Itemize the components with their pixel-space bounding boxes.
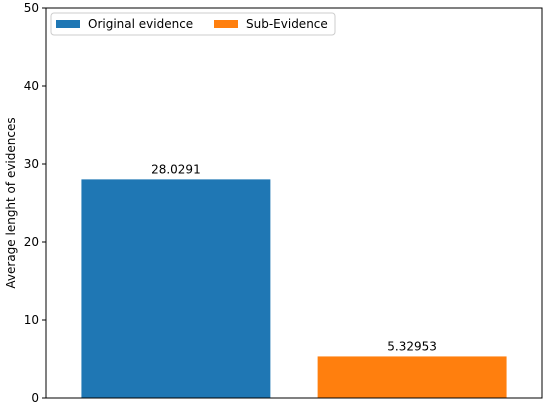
y-tick-label: 40 — [24, 79, 39, 93]
plot-frame — [45, 7, 543, 399]
legend-label-2: Sub-Evidence — [246, 17, 328, 31]
y-tick-label: 10 — [24, 313, 39, 327]
legend-swatch-1 — [56, 20, 80, 28]
legend-label-1: Original evidence — [88, 17, 193, 31]
bar-1 — [81, 179, 271, 398]
plot-area: 28.0291 5.32953 0 10 20 30 40 50 — [24, 1, 543, 405]
y-tick-label: 0 — [31, 391, 39, 405]
bar-value-label-1: 28.0291 — [151, 162, 201, 176]
y-tick-label: 30 — [24, 157, 39, 171]
legend-box — [50, 12, 336, 36]
y-tick-label: 50 — [24, 1, 39, 15]
bar-value-label-2: 5.32953 — [387, 339, 437, 353]
legend: Original evidence Sub-Evidence — [50, 12, 336, 36]
y-tick-label: 20 — [24, 235, 39, 249]
bar-2 — [317, 356, 507, 398]
y-axis-label: Average lenght of evidences — [4, 117, 18, 288]
legend-swatch-2 — [214, 20, 238, 28]
